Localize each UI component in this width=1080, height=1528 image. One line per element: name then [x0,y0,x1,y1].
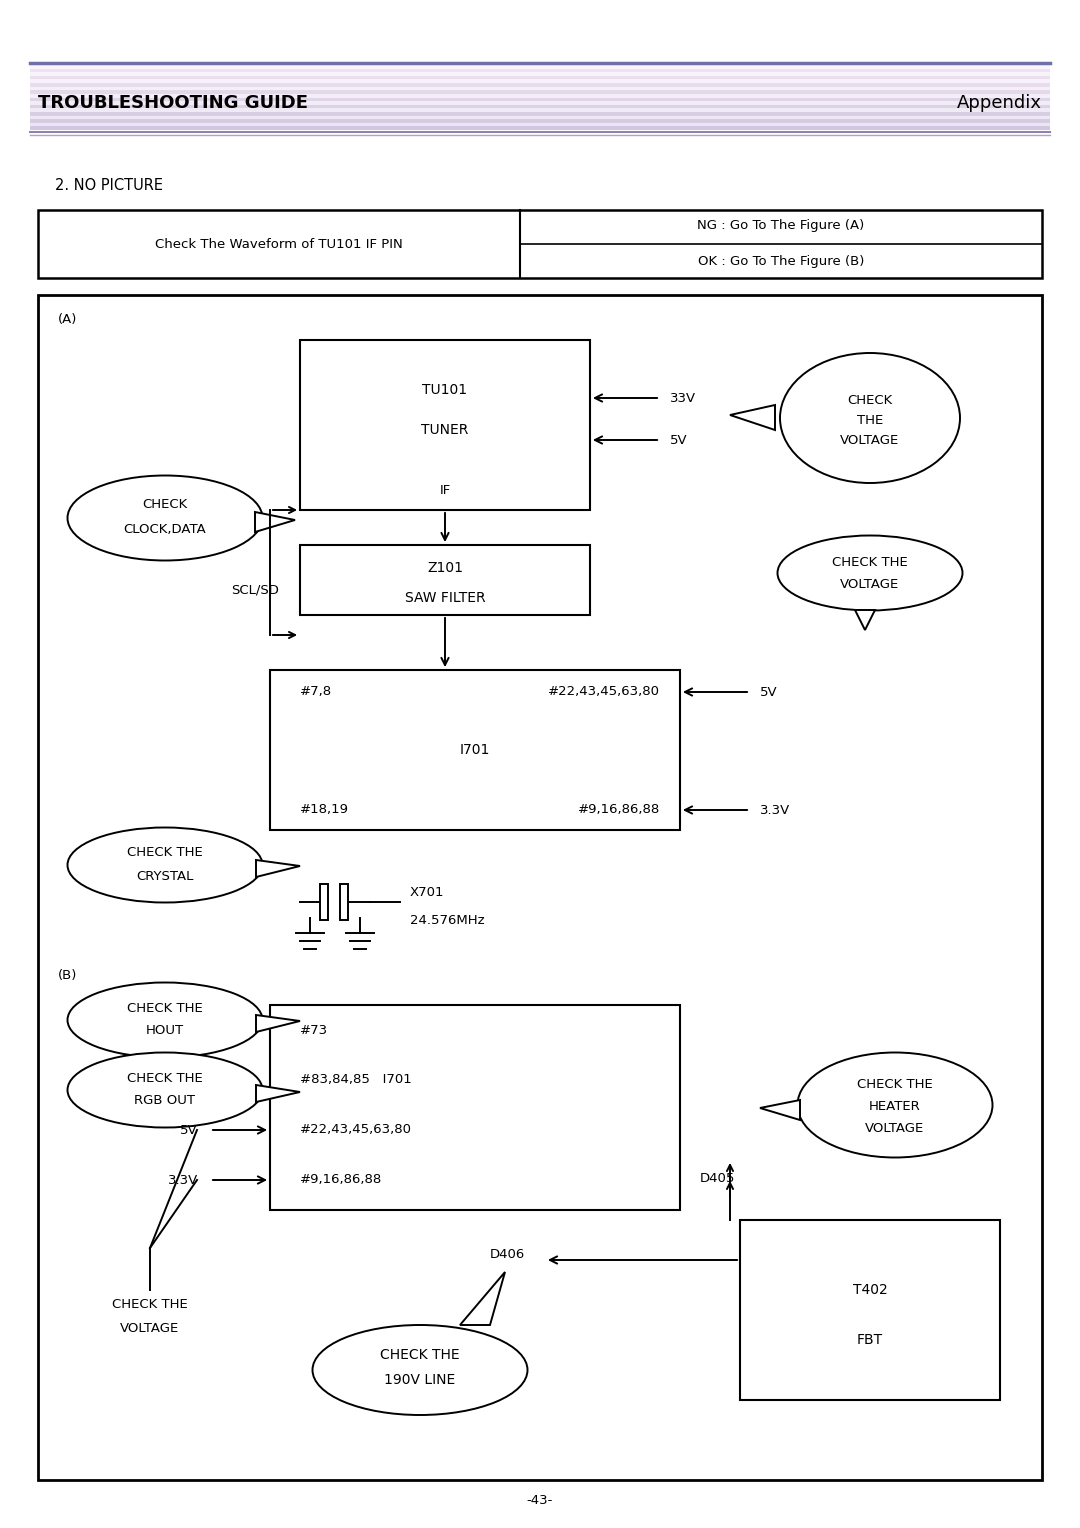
Polygon shape [255,512,295,532]
Text: SCL/SD: SCL/SD [231,584,279,596]
Text: #22,43,45,63,80: #22,43,45,63,80 [548,686,660,698]
Text: OK : Go To The Figure (B): OK : Go To The Figure (B) [698,255,864,269]
Text: VOLTAGE: VOLTAGE [865,1122,924,1134]
Ellipse shape [797,1053,993,1158]
Ellipse shape [780,353,960,483]
Text: RGB OUT: RGB OUT [135,1094,195,1106]
Ellipse shape [67,983,262,1057]
Text: 24.576MHz: 24.576MHz [410,914,485,926]
Text: T402: T402 [852,1284,888,1297]
Text: #18,19: #18,19 [300,804,349,816]
Bar [30,98,1050,101]
Text: IF: IF [440,483,450,497]
Text: VOLTAGE: VOLTAGE [840,434,900,446]
Text: X701: X701 [410,886,445,900]
Bar [30,127,1050,130]
Text: #73: #73 [300,1024,328,1036]
Text: #9,16,86,88: #9,16,86,88 [578,804,660,816]
Polygon shape [256,1015,300,1031]
Text: Check The Waveform of TU101 IF PIN: Check The Waveform of TU101 IF PIN [156,237,403,251]
Bar [270,669,680,830]
Ellipse shape [778,535,962,611]
Text: D406: D406 [490,1248,525,1262]
Text: TROUBLESHOOTING GUIDE: TROUBLESHOOTING GUIDE [38,95,308,112]
Bar [30,122,1050,127]
Text: 2. NO PICTURE: 2. NO PICTURE [55,177,163,193]
Text: 190V LINE: 190V LINE [384,1374,456,1387]
Bar [30,119,1050,122]
Text: Z101: Z101 [427,561,463,575]
Text: HEATER: HEATER [869,1100,921,1114]
Text: (B): (B) [58,969,78,981]
Text: CLOCK,DATA: CLOCK,DATA [123,524,206,536]
Text: HOUT: HOUT [146,1024,184,1036]
Bar [320,885,328,920]
Text: #9,16,86,88: #9,16,86,88 [300,1174,382,1187]
Bar [30,105,1050,108]
Text: FBT: FBT [856,1332,883,1348]
Bar [30,116,1050,119]
Text: 5V: 5V [760,686,778,698]
Text: THE: THE [856,414,883,426]
Bar [270,1005,680,1210]
Text: 5V: 5V [670,434,688,446]
Bar [30,87,1050,90]
Polygon shape [730,405,775,429]
Bar [30,69,1050,72]
Bar [300,341,590,510]
Text: VOLTAGE: VOLTAGE [120,1322,179,1334]
Text: 3.3V: 3.3V [760,804,791,816]
Bar [30,93,1050,98]
Bar [30,101,1050,105]
Text: (A): (A) [58,313,78,327]
Text: #22,43,45,63,80: #22,43,45,63,80 [300,1123,411,1137]
Text: SAW FILTER: SAW FILTER [405,591,485,605]
Polygon shape [256,1085,300,1102]
Bar [30,79,1050,83]
Text: 5V: 5V [180,1123,198,1137]
Text: -43-: -43- [527,1493,553,1507]
Bar [30,76,1050,79]
Bar [30,66,1050,69]
Ellipse shape [67,1053,262,1128]
Text: CHECK THE: CHECK THE [832,556,908,570]
Text: #83,84,85   I701: #83,84,85 I701 [300,1074,411,1086]
Polygon shape [460,1271,505,1325]
Text: D405: D405 [700,1172,735,1184]
Ellipse shape [312,1325,527,1415]
Text: CRYSTAL: CRYSTAL [136,869,193,883]
Text: CHECK: CHECK [143,498,188,512]
Bar [30,108,1050,112]
Bar [30,90,1050,93]
Ellipse shape [67,475,262,561]
Text: #7,8: #7,8 [300,686,333,698]
Text: Appendix: Appendix [957,95,1042,112]
Text: CHECK THE: CHECK THE [112,1299,188,1311]
Bar [740,1219,1000,1400]
Text: I701: I701 [460,743,490,756]
Bar [30,83,1050,87]
Bar [30,112,1050,116]
Text: TU101: TU101 [422,384,468,397]
Bar [340,885,348,920]
Text: 33V: 33V [670,391,697,405]
Bar [38,209,1042,278]
Bar [38,295,1042,1481]
Polygon shape [855,610,875,630]
Text: CHECK THE: CHECK THE [127,1001,203,1015]
Text: CHECK THE: CHECK THE [380,1348,460,1361]
Text: 3.3V: 3.3V [167,1174,198,1187]
Text: CHECK: CHECK [848,394,893,406]
Text: NG : Go To The Figure (A): NG : Go To The Figure (A) [698,220,865,232]
Text: CHECK THE: CHECK THE [127,847,203,859]
Text: TUNER: TUNER [421,423,469,437]
Polygon shape [256,860,300,877]
Text: CHECK THE: CHECK THE [858,1079,933,1091]
Bar [30,72,1050,76]
Polygon shape [760,1100,800,1120]
Bar [300,545,590,614]
Text: CHECK THE: CHECK THE [127,1071,203,1085]
Text: VOLTAGE: VOLTAGE [840,579,900,591]
Ellipse shape [67,828,262,903]
